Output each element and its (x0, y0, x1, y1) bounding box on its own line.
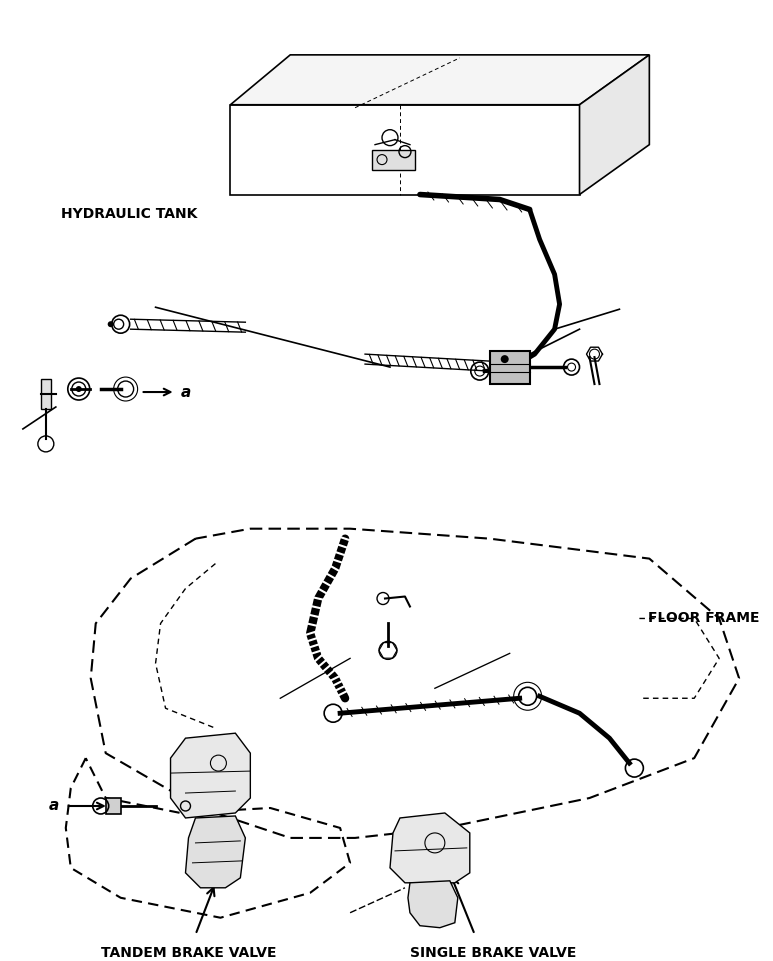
Text: TANDEM BRAKE VALVE: TANDEM BRAKE VALVE (100, 946, 276, 960)
Polygon shape (580, 55, 649, 194)
Polygon shape (41, 379, 51, 409)
Text: HYDRAULIC TANK: HYDRAULIC TANK (61, 208, 197, 221)
Circle shape (76, 386, 82, 392)
Polygon shape (390, 813, 470, 883)
Polygon shape (490, 351, 530, 384)
Polygon shape (106, 798, 121, 814)
Text: SINGLE BRAKE VALVE: SINGLE BRAKE VALVE (410, 946, 577, 960)
Text: a: a (49, 799, 59, 814)
Circle shape (107, 321, 114, 327)
Polygon shape (408, 881, 458, 927)
Text: a: a (181, 384, 191, 400)
Circle shape (501, 356, 509, 363)
Polygon shape (186, 816, 245, 888)
Text: FLOOR FRAME: FLOOR FRAME (648, 611, 759, 626)
Polygon shape (372, 150, 415, 169)
Polygon shape (230, 105, 580, 194)
Polygon shape (230, 55, 649, 105)
Polygon shape (171, 733, 250, 818)
